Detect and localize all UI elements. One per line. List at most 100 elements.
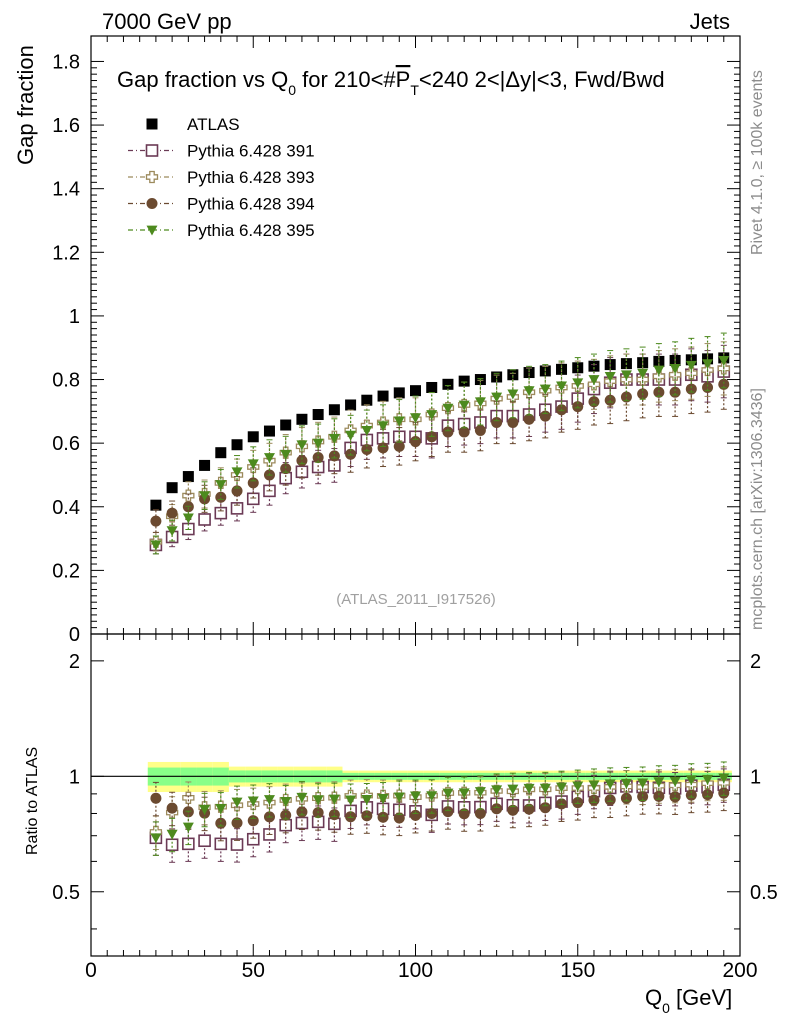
- mc-point: [685, 360, 697, 371]
- mc-point: [393, 440, 405, 452]
- ratio-point: [507, 784, 519, 795]
- legend-label: Pythia 6.428 395: [187, 221, 315, 240]
- main-y-tick-label: 0.2: [52, 560, 80, 582]
- pt-overline: P: [396, 67, 411, 92]
- atlas-point: [426, 381, 438, 393]
- main-panel: 0 0.2 0.4 0.6 0.8 1 1.2 1.4 1.6 1.8: [52, 35, 741, 646]
- main-y-tick-label: 0.6: [52, 433, 80, 455]
- ratio-point: [246, 832, 260, 846]
- atlas-point: [458, 375, 470, 387]
- ratio-y-axis-title: Ratio to ATLAS: [24, 747, 41, 855]
- ratio-point: [263, 795, 275, 806]
- header-beam-label: 7000 GeV pp: [102, 9, 232, 34]
- ratio-point: [377, 794, 389, 804]
- mc-point: [377, 442, 389, 454]
- ratio-point: [165, 838, 179, 852]
- main-y-tick-label: 1.8: [52, 51, 80, 73]
- main-y-tick-label: 0.8: [52, 370, 80, 392]
- atlas-point: [523, 367, 535, 379]
- ratio-point: [669, 776, 681, 787]
- ratio-point: [426, 791, 438, 802]
- mc-point: [442, 426, 454, 438]
- legend-marker: [145, 170, 159, 184]
- legend-label: Pythia 6.428 394: [187, 195, 315, 214]
- mcplots-reference-label: mcplots.cern.ch [arXiv:1306.3436]: [749, 388, 766, 630]
- mc-point: [182, 513, 194, 524]
- mc-point: [523, 413, 535, 425]
- ratio-y-tick-label: 1: [69, 766, 80, 788]
- mc-point: [361, 426, 373, 436]
- mc-point: [620, 391, 632, 403]
- x-tick-label: 0: [85, 959, 97, 982]
- mc-point: [246, 492, 260, 506]
- ratio-y-tick-label: 0.5: [52, 882, 80, 904]
- atlas-point: [345, 399, 357, 411]
- mc-point: [247, 477, 259, 489]
- mc-point: [556, 381, 568, 392]
- mc-point: [507, 416, 519, 428]
- legend-marker: [146, 118, 158, 130]
- ratio-point: [491, 785, 503, 796]
- ratio-point: [182, 822, 194, 833]
- ratio-point: [653, 777, 665, 788]
- mc-point: [150, 540, 162, 551]
- atlas-point: [410, 385, 421, 397]
- ratio-point: [199, 804, 211, 815]
- mc-point: [296, 455, 308, 467]
- x-axis-title: Q0 [GeV]: [645, 985, 732, 1016]
- ratio-point: [637, 791, 649, 803]
- ratio-point: [328, 794, 340, 805]
- main-y-tick-label: 1.4: [52, 179, 80, 201]
- mc-point: [637, 368, 649, 379]
- mc-point: [263, 453, 275, 463]
- mc-point: [295, 465, 309, 479]
- mc-point: [458, 426, 470, 438]
- ratio-point: [523, 803, 535, 815]
- ratio-point: [637, 778, 649, 789]
- mc-point: [166, 526, 178, 537]
- mc-point: [474, 397, 486, 408]
- ratio-point: [166, 829, 178, 840]
- ratio-point: [150, 792, 162, 804]
- atlas-point: [296, 413, 308, 425]
- ratio-point: [620, 778, 632, 789]
- legend-label: ATLAS: [187, 115, 240, 134]
- mc-point: [328, 450, 340, 462]
- ratio-point: [685, 789, 697, 801]
- atlas-point: [247, 431, 259, 443]
- ratio-point: [507, 804, 519, 816]
- mc-point: [214, 506, 228, 520]
- ratio-point: [361, 794, 373, 805]
- legend-marker: [146, 225, 158, 236]
- ratio-point: [539, 783, 551, 794]
- ratio-point: [572, 781, 584, 792]
- mc-point: [410, 436, 421, 448]
- atlas-point: [182, 471, 194, 483]
- mc-point: [198, 513, 211, 526]
- ratio-point: [393, 792, 405, 803]
- atlas-point: [361, 394, 373, 406]
- mc-point: [702, 359, 714, 370]
- ratio-point: [345, 795, 357, 806]
- ratio-point: [539, 802, 551, 814]
- ratio-point: [280, 809, 292, 821]
- mc-point: [215, 480, 227, 490]
- x-tick-label: 100: [398, 959, 433, 982]
- mc-point: [653, 365, 665, 376]
- mc-point: [604, 371, 616, 382]
- atlas-point: [215, 447, 227, 459]
- mc-point: [539, 384, 551, 395]
- x-tick-label: 150: [560, 959, 595, 982]
- ratio-point: [458, 808, 470, 820]
- mc-point: [280, 463, 292, 475]
- ratio-point: [150, 833, 162, 844]
- atlas-point: [199, 459, 211, 471]
- mc-point: [150, 515, 162, 527]
- main-y-tick-label: 0: [69, 624, 80, 646]
- chart-title: Gap fraction vs Q0 for 210<#PT<240 2<|Δy…: [117, 67, 665, 98]
- ratio-point: [620, 792, 632, 804]
- atlas-point: [280, 419, 292, 431]
- ratio-point: [393, 812, 405, 824]
- mc-point: [588, 375, 600, 386]
- ratio-point: [377, 811, 389, 823]
